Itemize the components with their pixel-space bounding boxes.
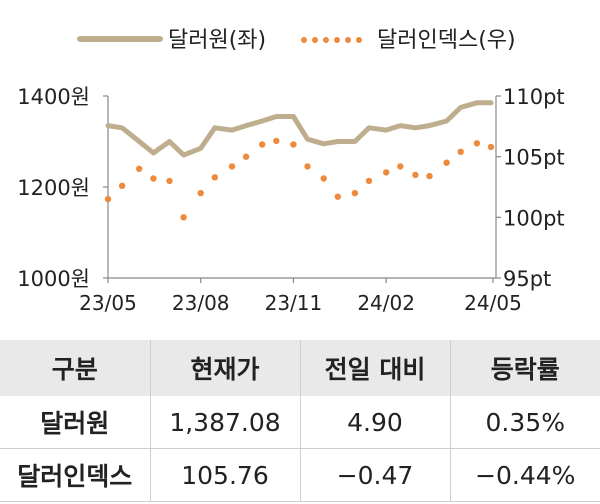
y-right-tick-label: 105pt (503, 146, 565, 170)
table-row: 달러원 1,387.08 4.90 0.35% (0, 396, 600, 449)
cell-change: −0.47 (299, 448, 450, 502)
series-dxy-point (166, 177, 173, 185)
table-row: 달러인덱스 105.76 −0.47 −0.44% (0, 448, 600, 502)
series-dxy-point (136, 165, 143, 172)
cell-price: 1,387.08 (149, 396, 300, 449)
series-dxy-point (197, 189, 204, 197)
y-right-tick-label: 110pt (503, 85, 565, 109)
series-dxy-point (259, 141, 266, 148)
series-dxy-point (351, 189, 359, 197)
series-dxy-point (412, 171, 419, 179)
series-dxy-point (118, 182, 126, 189)
series-dxy-point (104, 195, 112, 203)
x-tick-label: 24/05 (464, 291, 522, 315)
series-dxy-point (273, 137, 280, 145)
y-right-tick-label: 95pt (503, 267, 551, 291)
y-left-tick-label: 1000원 (17, 267, 90, 291)
series-dxy-point (473, 140, 481, 147)
series-dxy-point (443, 159, 450, 166)
header-rate: 등락률 (449, 340, 600, 396)
axis-ticks: 1400원 1200원 1000원 110pt 105pt 100pt 95pt 23/05 2… (17, 85, 564, 315)
series-dxy-point (365, 177, 373, 185)
cell-price: 105.76 (149, 448, 300, 502)
series-dxy-point (397, 163, 404, 170)
x-tick-label: 24/02 (357, 291, 415, 315)
series-dxy-point (290, 141, 297, 148)
legend: 달러원(좌) 달러인덱스(우) (77, 28, 516, 53)
series-dxy-point (334, 193, 341, 200)
series-krw-line (105, 100, 494, 158)
series-krw (105, 100, 494, 158)
cell-rate: 0.35% (449, 396, 600, 449)
header-price: 현재가 (149, 340, 300, 396)
series-dxy-point (242, 153, 250, 160)
series-dxy-point (211, 174, 218, 181)
y-right-tick-label: 100pt (503, 206, 565, 230)
series-dxy-point (487, 143, 495, 151)
series-dxy (104, 137, 495, 221)
series-dxy-point (320, 175, 327, 182)
legend-label-dxy: 달러인덱스(우) (377, 28, 516, 53)
y-left-tick-label: 1400원 (17, 85, 90, 109)
series-dxy-point (457, 148, 464, 155)
header-category: 구분 (0, 340, 150, 396)
table-header-row: 구분 현재가 전일 대비 등락률 (0, 340, 600, 396)
series-dxy-point (383, 169, 390, 176)
series-dxy-point (304, 163, 311, 170)
y-left-tick-label: 1200원 (17, 176, 90, 200)
series-dxy-point (150, 175, 157, 182)
x-tick-label: 23/05 (79, 291, 137, 315)
row-label: 달러인덱스 (0, 448, 150, 502)
header-change: 전일 대비 (299, 340, 450, 396)
x-tick-label: 23/11 (265, 291, 323, 315)
row-label: 달러원 (0, 396, 150, 449)
legend-label-krw: 달러원(좌) (168, 28, 266, 53)
cell-rate: −0.44% (449, 448, 600, 502)
summary-table: 구분 현재가 전일 대비 등락률 달러원 1,387.08 4.90 0.35%… (0, 340, 600, 502)
series-dxy-point (426, 172, 433, 180)
x-tick-label: 23/08 (172, 291, 230, 315)
series-dxy-point (228, 163, 236, 170)
series-dxy-point (180, 214, 187, 221)
chart: 달러원(좌) 달러인덱스(우) 1400원 1200원 1000원 110pt 105p… (17, 28, 564, 315)
cell-change: 4.90 (299, 396, 450, 449)
